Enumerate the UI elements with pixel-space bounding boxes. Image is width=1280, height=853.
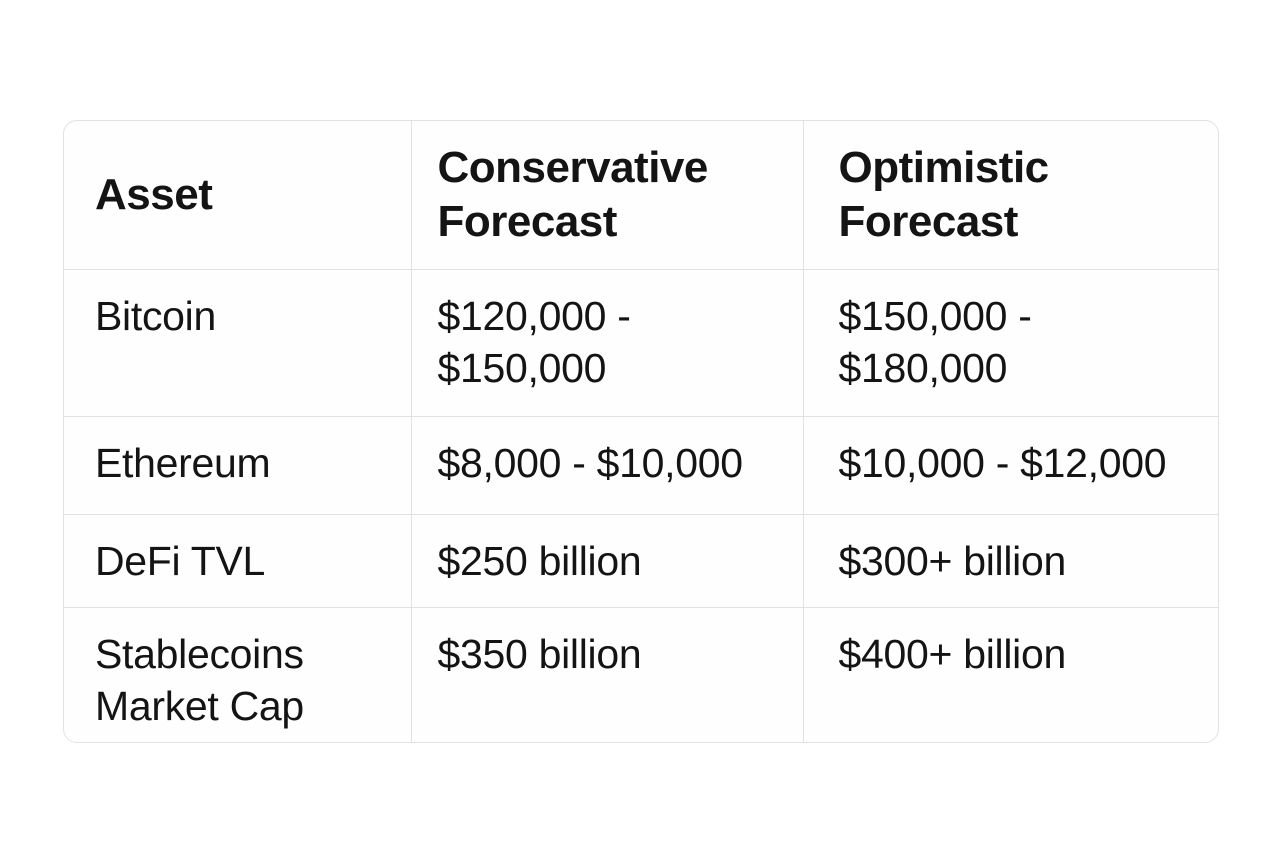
- crypto-forecast-table: Asset Conservative Forecast Optimistic F…: [64, 121, 1218, 742]
- column-header-asset: Asset: [95, 170, 213, 219]
- asset-name-cell: DeFi TVL: [95, 538, 266, 584]
- asset-name-cell: Stablecoins Market Cap: [95, 631, 304, 729]
- table-row-bitcoin: Bitcoin $120,000 - $150,000 $150,000 - $…: [64, 269, 1218, 417]
- column-header-optimistic-forecast: Optimistic Forecast: [802, 121, 1218, 270]
- column-header-conservative-forecast: Conservative Forecast: [410, 121, 803, 270]
- table-row-defi-tvl: DeFi TVL $250 billion $300+ billion: [64, 514, 1218, 608]
- conservative-forecast-cell: $350 billion: [410, 607, 803, 742]
- table-header-row: Asset Conservative Forecast Optimistic F…: [64, 121, 1218, 270]
- optimistic-forecast-cell: $300+ billion: [802, 514, 1218, 608]
- table-row-stablecoins: Stablecoins Market Cap $350 billion $400…: [64, 607, 1218, 742]
- optimistic-forecast-cell: $150,000 - $180,000: [802, 269, 1218, 417]
- asset-name-cell: Ethereum: [95, 440, 271, 486]
- optimistic-forecast-cell: $400+ billion: [802, 607, 1218, 742]
- optimistic-forecast-cell: $10,000 - $12,000: [802, 416, 1218, 515]
- forecast-table-card: Asset Conservative Forecast Optimistic F…: [63, 120, 1219, 743]
- conservative-forecast-cell: $250 billion: [410, 514, 803, 608]
- table-row-ethereum: Ethereum $8,000 - $10,000 $10,000 - $12,…: [64, 416, 1218, 515]
- asset-name-cell: Bitcoin: [95, 293, 216, 339]
- conservative-forecast-cell: $8,000 - $10,000: [410, 416, 803, 515]
- conservative-forecast-cell: $120,000 - $150,000: [410, 269, 803, 417]
